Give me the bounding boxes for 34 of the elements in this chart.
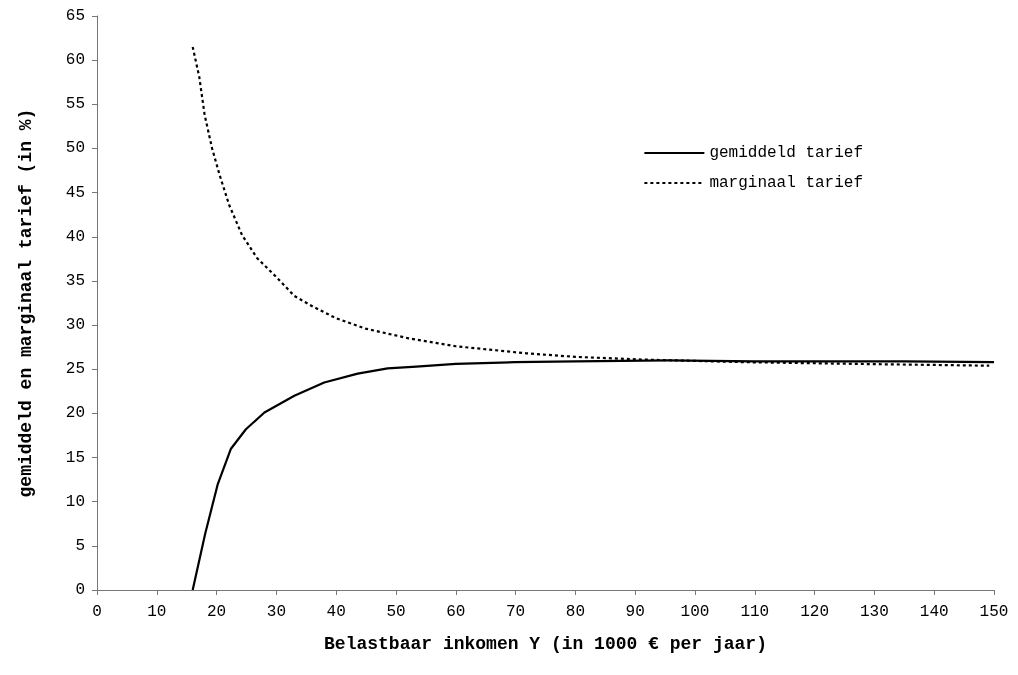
x-tick-label: 150 [979, 603, 1009, 621]
legend-label: marginaal tarief [709, 174, 863, 192]
y-tick-label: 40 [65, 227, 85, 246]
x-tick-label: 10 [147, 603, 167, 621]
y-tick-label: 45 [65, 183, 85, 202]
y-tick-label: 35 [65, 271, 85, 290]
x-tick-label: 140 [919, 603, 949, 621]
x-tick-label: 80 [565, 603, 585, 621]
y-tick-label: 0 [75, 581, 85, 599]
x-tick-label: 110 [740, 603, 770, 621]
y-tick-label: 20 [65, 404, 85, 423]
y-tick-label: 15 [65, 448, 85, 467]
x-tick-label: 30 [266, 603, 286, 621]
y-tick-label: 10 [65, 492, 85, 511]
y-axis-title: gemiddeld en marginaal tarief (in %) [16, 108, 36, 498]
y-tick-label: 60 [65, 51, 85, 70]
y-tick-label: 50 [65, 139, 85, 158]
x-axis-title: Belastbaar inkomen Y (in 1000 € per jaar) [324, 634, 767, 654]
y-tick-label: 55 [65, 95, 85, 114]
x-tick-label: 100 [680, 603, 710, 621]
x-tick-label: 20 [207, 603, 227, 621]
x-tick-label: 120 [800, 603, 830, 621]
x-tick-label: 70 [506, 603, 526, 621]
legend-label: gemiddeld tarief [709, 144, 863, 162]
y-tick-label: 5 [75, 536, 85, 555]
x-tick-label: 50 [386, 603, 406, 621]
x-tick-label: 90 [625, 603, 645, 621]
y-tick-label: 25 [65, 360, 85, 379]
x-tick-label: 0 [92, 603, 102, 621]
y-tick-label: 30 [65, 316, 85, 335]
x-tick-label: 40 [326, 603, 346, 621]
y-tick-label: 65 [65, 7, 85, 25]
x-tick-label: 60 [446, 603, 466, 621]
x-tick-label: 130 [859, 603, 889, 621]
